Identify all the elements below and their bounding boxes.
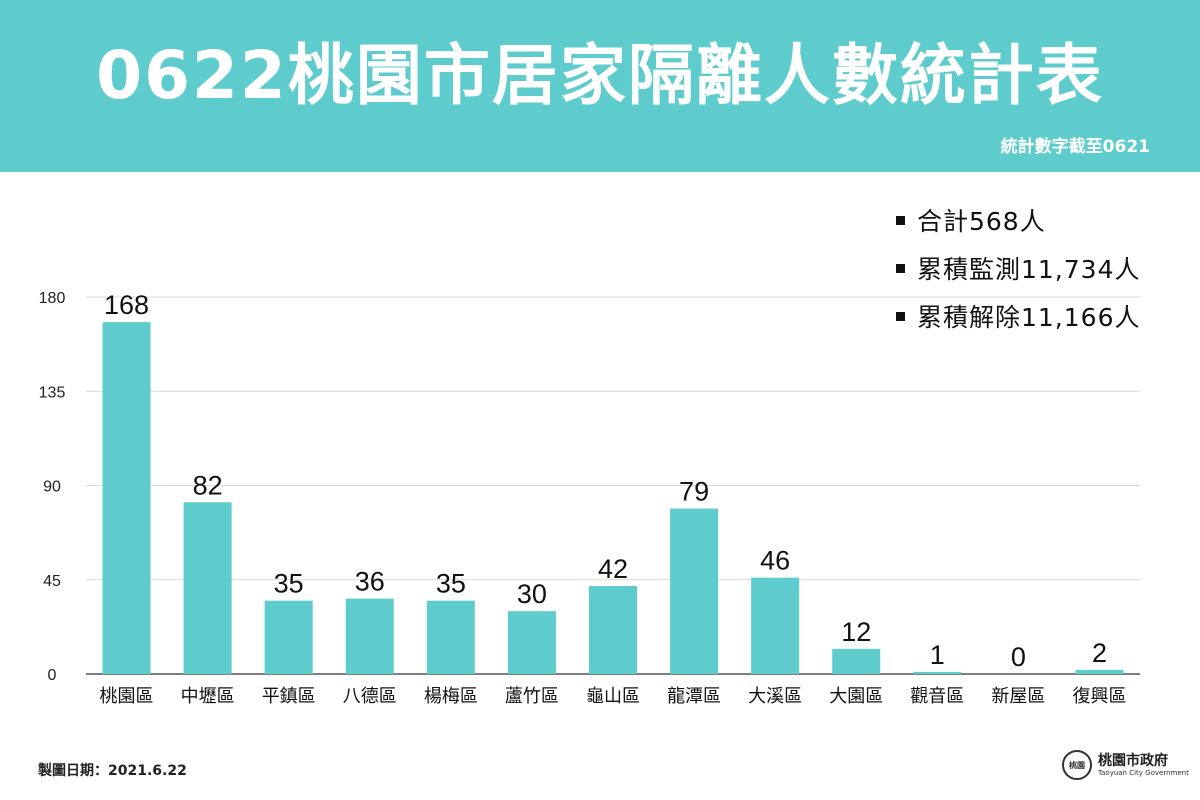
y-tick-label: 180 (39, 290, 66, 307)
data-label: 46 (760, 546, 790, 576)
y-tick-label: 135 (39, 384, 66, 401)
data-label: 35 (436, 569, 466, 599)
x-tick-label: 觀音區 (910, 686, 964, 707)
x-tick-label: 桃園區 (100, 686, 154, 707)
bullet-icon (896, 311, 905, 321)
x-tick-label: 大園區 (829, 686, 883, 707)
y-tick-label: 45 (43, 573, 61, 590)
bar (751, 577, 800, 674)
data-label: 35 (274, 569, 304, 599)
data-label: 168 (104, 290, 149, 320)
chart-date: 製圖日期：2021.6.22 (38, 763, 187, 779)
x-tick-label: 平鎮區 (262, 686, 316, 707)
header-banner: 0622桃園市居家隔離人數統計表 統計數字截至0621 (0, 0, 1200, 172)
x-tick-label: 八德區 (343, 686, 397, 707)
data-label: 79 (679, 477, 709, 507)
bar (670, 508, 719, 674)
summary-released: 累積解除11,166人 (896, 292, 1140, 340)
x-tick-label: 復興區 (1072, 686, 1126, 707)
summary-monitored-text: 累積監測11,734人 (917, 255, 1141, 284)
bar (589, 586, 637, 674)
data-label: 0 (1011, 642, 1026, 672)
bar (345, 598, 394, 674)
data-label: 2 (1092, 638, 1107, 668)
bar (913, 671, 962, 674)
bar (507, 611, 556, 674)
bullet-icon (896, 215, 905, 225)
bar (102, 322, 151, 674)
bar (264, 600, 313, 674)
bar-chart: 0 45 90 135 180 168 桃園區 82 中壢區 35 平鎮區 36 八德區 35 楊梅區 30 蘆… (39, 290, 1140, 707)
logo-name-cn: 桃園市政府 (1098, 752, 1168, 769)
data-label: 30 (517, 579, 547, 609)
summary-total-text: 合計568人 (917, 207, 1046, 236)
data-label: 12 (841, 617, 871, 647)
data-label: 1 (930, 640, 945, 670)
summary-list: 合計568人 累積監測11,734人 累積解除11,166人 (896, 196, 1140, 340)
x-tick-label: 中壢區 (181, 686, 235, 707)
summary-released-text: 累積解除11,166人 (917, 303, 1141, 332)
data-label: 42 (598, 554, 628, 584)
bar (832, 648, 881, 674)
x-tick-label: 蘆竹區 (505, 686, 559, 707)
y-tick-label: 0 (48, 667, 57, 684)
seal-text: 桃園 (1069, 760, 1085, 770)
page-title: 0622桃園市居家隔離人數統計表 (96, 37, 1104, 114)
government-logo: 桃園 桃園市政府 Taoyuan City Government (1062, 750, 1189, 780)
logo-name-en: Taoyuan City Government (1098, 768, 1189, 777)
x-tick-label: 楊梅區 (424, 686, 478, 707)
data-label: 82 (193, 470, 223, 500)
summary-monitored: 累積監測11,734人 (896, 244, 1140, 292)
x-tick-label: 大溪區 (748, 686, 802, 707)
bar (183, 502, 232, 674)
x-tick-label: 龜山區 (586, 686, 640, 707)
bar (426, 600, 475, 674)
data-label: 36 (355, 567, 385, 597)
bullet-icon (896, 263, 905, 273)
seal-icon: 桃園 (1062, 750, 1092, 780)
bar (1075, 669, 1124, 674)
summary-total: 合計568人 (896, 196, 1140, 244)
data-cutoff-note: 統計數字截至0621 (1000, 137, 1150, 157)
x-tick-label: 新屋區 (991, 686, 1045, 707)
y-tick-label: 90 (43, 479, 61, 496)
x-tick-label: 龍潭區 (667, 686, 721, 707)
